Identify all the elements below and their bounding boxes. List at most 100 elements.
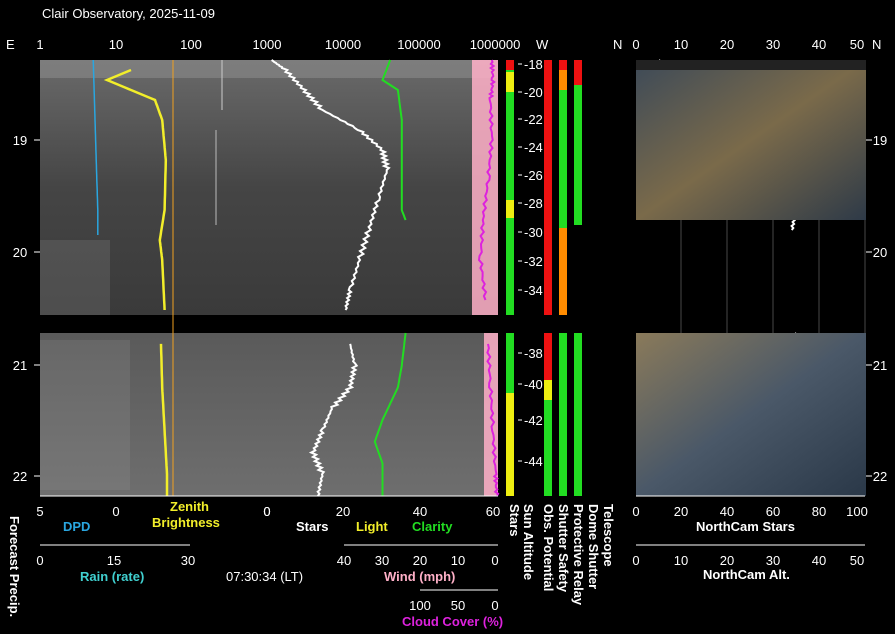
top-log-tick: 1 — [36, 37, 43, 52]
sun-altitude-ticks: -18 -20 -22 -24 -26 -28 -30 -32 -34 -38 -40 -42 -44 — [518, 57, 543, 469]
sun-altitude-tick: -34 — [524, 283, 543, 298]
time-tick-left: 19 — [13, 133, 27, 148]
sun-altitude-tick: -20 — [524, 85, 543, 100]
status-strips — [506, 60, 582, 496]
stars-label: Stars — [296, 519, 329, 534]
wind-tick: 30 — [375, 553, 389, 568]
strip-stars-top — [506, 60, 514, 315]
rain-tick: 0 — [36, 553, 43, 568]
sun-altitude-tick: -42 — [524, 413, 543, 428]
strip-stars-bottom — [506, 333, 514, 496]
sun-altitude-tick: -44 — [524, 454, 543, 469]
top-log-tick: 100000 — [397, 37, 440, 52]
cloud-tick: 0 — [491, 598, 498, 613]
series-line-cloud-cover — [486, 343, 500, 497]
cloud-label: Cloud Cover (%) — [402, 614, 503, 629]
top-w-direction: W — [536, 37, 549, 52]
time-tick-left: 20 — [13, 245, 27, 260]
status-column-label: Stars — [507, 504, 522, 537]
cloud-tick: 100 — [409, 598, 431, 613]
top-log-tick: 10000 — [325, 37, 361, 52]
northcam-stars-tick: 40 — [720, 504, 734, 519]
status-column-label: Dome Shutter — [586, 504, 601, 589]
northcam-stars-tick: 60 — [766, 504, 780, 519]
zenith-tick: 0 — [263, 504, 270, 519]
top-log-ticks: 1 10 100 1000 10000 100000 1000000 — [36, 37, 520, 52]
series-line-zenith-brightness — [103, 68, 168, 311]
series-line-clarity — [373, 332, 407, 496]
sun-altitude-tick: -32 — [524, 254, 543, 269]
zenith-label-1: Zenith — [170, 499, 209, 514]
zenith-label-2: Brightness — [152, 515, 220, 530]
strip-protective-relay — [574, 60, 582, 85]
top-right-n-direction: N — [872, 37, 881, 52]
northcam-stars-label: NorthCam Stars — [696, 519, 795, 534]
top-log-tick: 10 — [109, 37, 123, 52]
sun-altitude-tick: -22 — [524, 112, 543, 127]
series-line-cloud-cover — [477, 59, 496, 301]
status-column-label: Telescope — [601, 504, 616, 567]
dpd-tick: 0 — [112, 504, 119, 519]
strip-shutter-safety — [559, 60, 567, 70]
time-tick-right: 19 — [873, 133, 887, 148]
rain-tick: 15 — [107, 553, 121, 568]
top-right-tick: 10 — [674, 37, 688, 52]
status-column-label: Obs. Potential — [541, 504, 556, 591]
northcam-stars-tick: 20 — [674, 504, 688, 519]
wind-tick: 20 — [413, 553, 427, 568]
wind-tick: 0 — [491, 553, 498, 568]
status-column-label: Protective Relay — [571, 504, 586, 606]
time-axis-right: 19 20 21 22 — [866, 133, 887, 484]
time-tick-right: 22 — [873, 469, 887, 484]
northcam-stars-tick: 80 — [812, 504, 826, 519]
status-column-labels: Stars Sun Altitude Obs. Potential Shutter S… — [507, 504, 616, 606]
wind-tick: 40 — [337, 553, 351, 568]
series-line-stars — [308, 343, 359, 497]
series-line-stars — [271, 59, 391, 311]
status-column-label: Shutter Safety — [556, 504, 571, 593]
time-tick-left: 22 — [13, 469, 27, 484]
cloud-tick: 50 — [451, 598, 465, 613]
northcam-alt-label: NorthCam Alt. — [703, 567, 790, 582]
top-right-tick: 0 — [632, 37, 639, 52]
sun-altitude-tick: -38 — [524, 346, 543, 361]
bottom-axes — [40, 495, 865, 591]
timestamp: 07:30:34 (LT) — [226, 569, 303, 584]
allsky-panel — [40, 60, 498, 496]
rain-tick: 30 — [181, 553, 195, 568]
northcam-alt-tick: 20 — [720, 553, 734, 568]
top-right-tick: 40 — [812, 37, 826, 52]
time-tick-right: 21 — [873, 358, 887, 373]
sun-altitude-tick: -40 — [524, 377, 543, 392]
chart-title: Clair Observatory, 2025-11-09 — [42, 6, 215, 21]
sun-altitude-tick: -26 — [524, 168, 543, 183]
northcam-alt-tick: 50 — [850, 553, 864, 568]
series-line-clarity — [381, 59, 407, 221]
wind-tick: 10 — [451, 553, 465, 568]
northcam-panel — [636, 60, 866, 496]
northcam-stars-tick: 100 — [846, 504, 868, 519]
status-column-label: Sun Altitude — [521, 504, 536, 580]
time-axis-left: 19 20 21 22 — [13, 133, 40, 484]
northcam-stars-tick: 0 — [632, 504, 639, 519]
sun-altitude-tick: -24 — [524, 140, 543, 155]
top-right-ticks: 0 10 20 30 40 50 — [632, 37, 864, 52]
top-right-tick: 20 — [720, 37, 734, 52]
time-tick-right: 20 — [873, 245, 887, 260]
sun-altitude-tick: -18 — [524, 57, 543, 72]
clarity-label: Clarity — [412, 519, 453, 534]
series-line-dpd — [92, 59, 99, 235]
sun-altitude-tick: -28 — [524, 196, 543, 211]
strip-obs-potential — [544, 60, 552, 315]
northcam-alt-tick: 30 — [766, 553, 780, 568]
top-log-tick: 1000 — [253, 37, 282, 52]
stars-tick: 20 — [336, 504, 350, 519]
light-label: Light — [356, 519, 388, 534]
top-left-direction: E — [6, 37, 15, 52]
sun-altitude-tick: -30 — [524, 225, 543, 240]
dpd-tick: 5 — [36, 504, 43, 519]
top-right-tick: 50 — [850, 37, 864, 52]
stars-tick: 40 — [413, 504, 427, 519]
